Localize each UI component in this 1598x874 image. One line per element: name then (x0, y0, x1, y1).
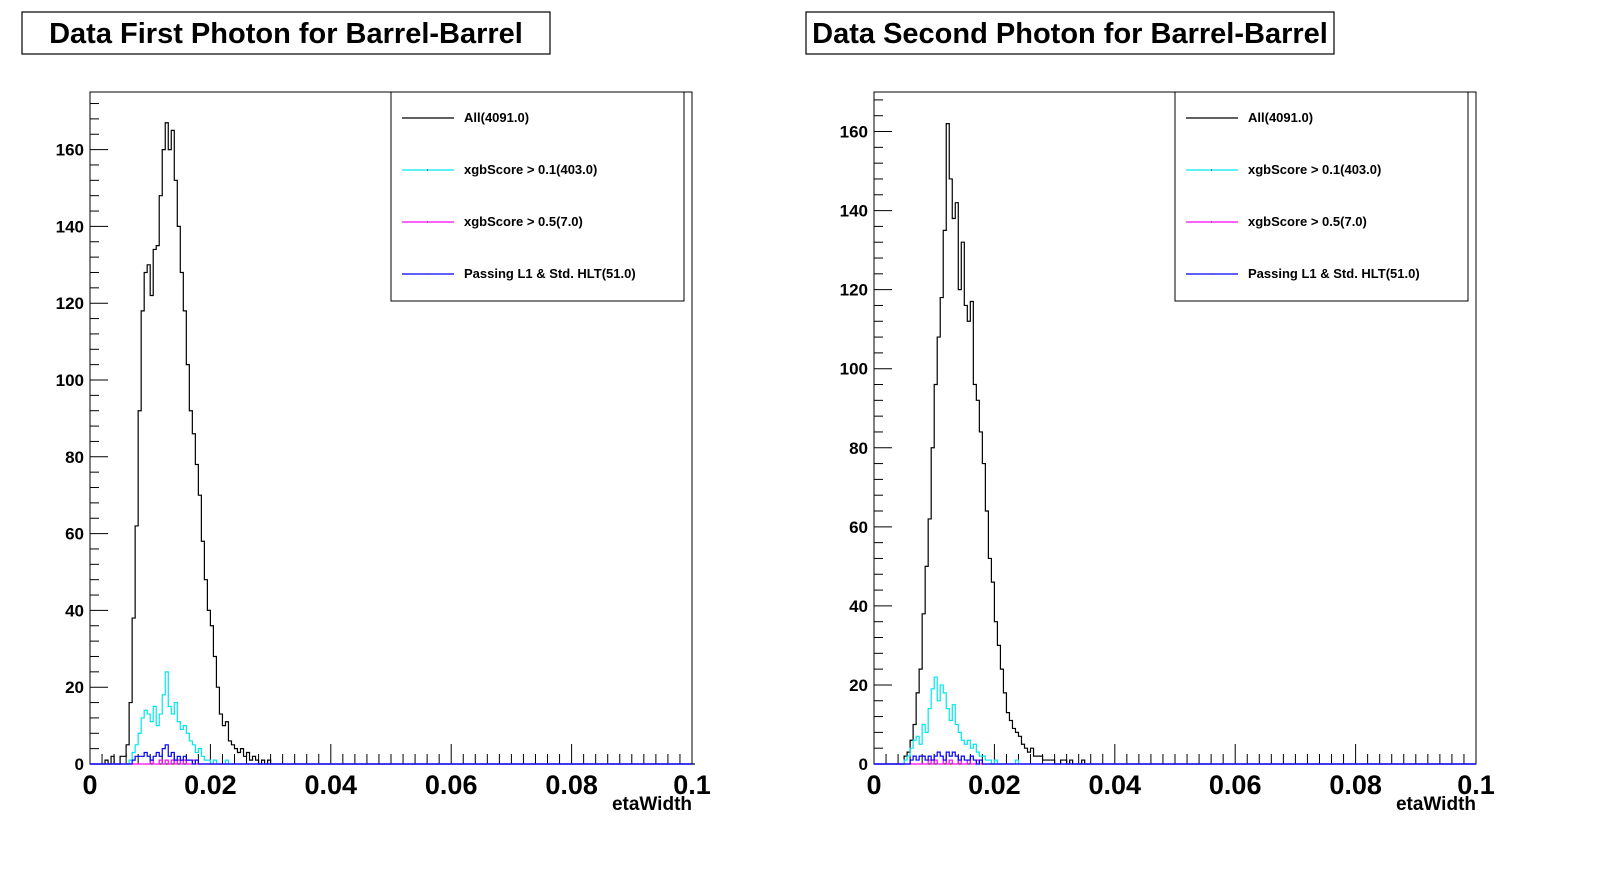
x-tick-label: 0.04 (1089, 770, 1142, 800)
y-tick-label: 100 (840, 360, 868, 379)
legend-marker (1211, 273, 1212, 275)
legend-entry-label: xgbScore > 0.1(403.0) (464, 162, 597, 177)
y-tick-label: 140 (56, 217, 84, 236)
x-tick-label: 0.08 (545, 770, 598, 800)
legend-entry-label: Passing L1 & Std. HLT(51.0) (464, 266, 636, 281)
histogram-series-4 (90, 744, 692, 765)
histogram-series-4 (874, 751, 1476, 765)
legend-marker (427, 169, 428, 171)
y-tick-label: 100 (56, 371, 84, 390)
chart-title-box (805, 11, 1335, 55)
legend-entry-label: All(4091.0) (1248, 110, 1313, 125)
x-axis-title: etaWidth (1396, 794, 1476, 815)
y-tick-label: 160 (56, 141, 84, 160)
legend-entry-label: All(4091.0) (464, 110, 529, 125)
legend-box (1174, 91, 1469, 302)
y-tick-label: 160 (840, 123, 868, 142)
legend-entry-label: xgbScore > 0.1(403.0) (1248, 162, 1381, 177)
x-axis-title: etaWidth (612, 794, 692, 815)
y-tick-label: 80 (849, 439, 868, 458)
legend-marker (427, 273, 428, 275)
y-tick-label: 40 (849, 597, 868, 616)
x-tick-label: 0.08 (1329, 770, 1382, 800)
legend-marker (427, 221, 428, 223)
legend-marker (1211, 169, 1212, 171)
y-tick-label: 120 (840, 281, 868, 300)
y-tick-label: 60 (849, 518, 868, 537)
x-tick-label: 0 (82, 770, 97, 800)
histogram-series-2 (90, 671, 692, 765)
legend-marker (427, 117, 428, 119)
y-tick-label: 120 (56, 294, 84, 313)
chart-title-box (21, 11, 551, 55)
y-tick-label: 40 (65, 601, 84, 620)
y-tick-label: 0 (859, 755, 868, 774)
x-tick-label: 0.02 (184, 770, 237, 800)
legend-box (390, 91, 685, 302)
y-tick-label: 20 (849, 676, 868, 695)
x-tick-label: 0.1 (1457, 770, 1495, 800)
chart-title: Data First Photon for Barrel-Barrel (49, 18, 523, 50)
legend-entry-label: Passing L1 & Std. HLT(51.0) (1248, 266, 1420, 281)
legend-entry-label: xgbScore > 0.5(7.0) (1248, 214, 1367, 229)
legend-entry-label: xgbScore > 0.5(7.0) (464, 214, 583, 229)
x-tick-label: 0.1 (673, 770, 711, 800)
chart-title: Data Second Photon for Barrel-Barrel (812, 18, 1328, 50)
x-tick-label: 0.04 (305, 770, 358, 800)
x-tick-label: 0.02 (968, 770, 1021, 800)
y-tick-label: 60 (65, 525, 84, 544)
legend-marker (1211, 221, 1212, 223)
x-tick-label: 0.06 (1209, 770, 1262, 800)
x-tick-label: 0 (866, 770, 881, 800)
y-tick-label: 80 (65, 448, 84, 467)
chart-panel-2: Data Second Photon for Barrel-Barrel 0 20 4… (805, 11, 1495, 815)
y-tick-label: 140 (840, 202, 868, 221)
histogram-series-2 (874, 676, 1476, 765)
x-tick-label: 0.06 (425, 770, 478, 800)
chart-panel-1: Data First Photon for Barrel-Barrel 0 20 40… (21, 11, 711, 815)
y-tick-label: 20 (65, 678, 84, 697)
legend-marker (1211, 117, 1212, 119)
y-tick-label: 0 (75, 755, 84, 774)
